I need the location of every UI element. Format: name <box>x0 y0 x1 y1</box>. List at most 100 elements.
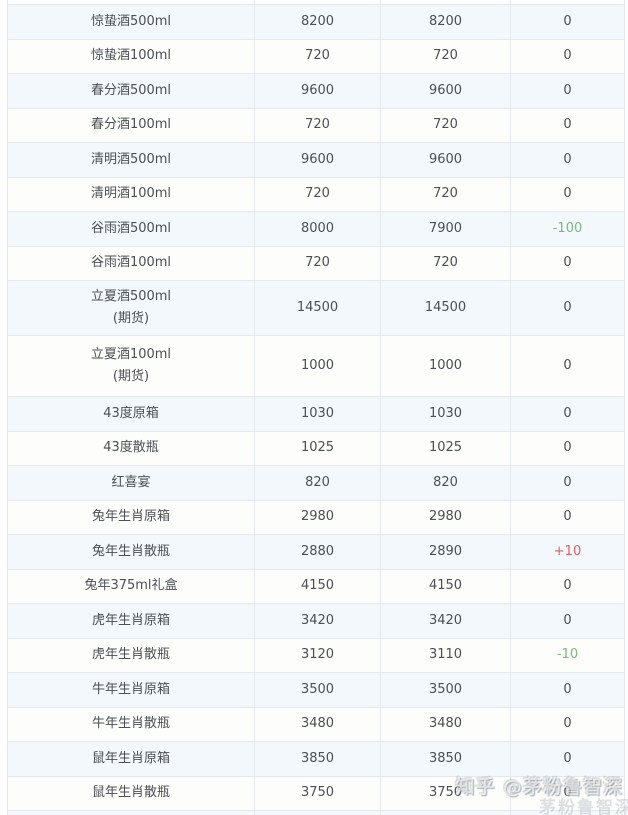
yesterday-price-cell: 2880 <box>255 535 381 569</box>
change-cell: 0 <box>511 569 625 603</box>
product-name-cell: 牛年生肖原箱 <box>8 673 255 707</box>
yesterday-price-cell: 720 <box>255 108 381 142</box>
yesterday-price-cell: 2980 <box>255 500 381 534</box>
change-cell: 0 <box>511 143 625 177</box>
table-row: 谷雨酒500ml 8000 7900 -100 <box>8 212 625 247</box>
partial-cell <box>381 811 511 815</box>
change-cell: 0 <box>511 431 625 465</box>
today-price-cell: 720 <box>381 108 511 142</box>
table-row: 牛年生肖散瓶 3480 3480 0 <box>8 707 625 742</box>
product-name-cell: 春分酒100ml <box>8 108 255 142</box>
change-cell: 0 <box>511 5 625 39</box>
product-name-cell: 惊蛰酒500ml <box>8 5 255 39</box>
partial-cell <box>255 811 381 815</box>
yesterday-price-cell: 9600 <box>255 143 381 177</box>
today-price-cell: 3420 <box>381 604 511 638</box>
change-cell: 0 <box>511 281 625 335</box>
product-name-cell: 兔年375ml礼盒 <box>8 569 255 603</box>
partial-cell <box>8 811 255 815</box>
partial-cell <box>381 0 511 4</box>
yesterday-price-cell: 720 <box>255 39 381 73</box>
change-cell: 0 <box>511 707 625 741</box>
product-name-cell: 惊蛰酒100ml <box>8 39 255 73</box>
table-row: 惊蛰酒500ml 8200 8200 0 <box>8 5 625 40</box>
zhihu-watermark-echo: 茅粉鲁智深 <box>539 798 628 815</box>
table-row: 红喜宴 820 820 0 <box>8 466 625 501</box>
product-name-cell: 清明酒100ml <box>8 177 255 211</box>
today-price-cell: 9600 <box>381 143 511 177</box>
table-row: 43度原箱 1030 1030 0 <box>8 397 625 432</box>
product-name-cell: 牛年生肖散瓶 <box>8 707 255 741</box>
partial-cell <box>255 0 381 4</box>
today-price-cell: 3500 <box>381 673 511 707</box>
change-cell: 0 <box>511 673 625 707</box>
product-name-cell: 清明酒500ml <box>8 143 255 177</box>
partial-cell <box>8 0 255 4</box>
table-row: 清明酒500ml 9600 9600 0 <box>8 143 625 178</box>
product-name-cell: 虎年生肖原箱 <box>8 604 255 638</box>
change-cell: -10 <box>511 638 625 672</box>
table-body: 惊蛰酒500ml 8200 8200 0 惊蛰酒100ml 720 720 0 春分酒500ml… <box>8 5 625 811</box>
today-price-cell: 3850 <box>381 742 511 776</box>
today-price-cell: 3480 <box>381 707 511 741</box>
yesterday-price-cell: 3750 <box>255 776 381 810</box>
table-row: 惊蛰酒100ml 720 720 0 <box>8 39 625 74</box>
table-row: 鼠年生肖原箱 3850 3850 0 <box>8 742 625 777</box>
today-price-cell: 1030 <box>381 397 511 431</box>
table-row: 兔年生肖原箱 2980 2980 0 <box>8 500 625 535</box>
product-name-cell: 兔年生肖散瓶 <box>8 535 255 569</box>
change-cell: 0 <box>511 39 625 73</box>
table-row: 虎年生肖散瓶 3120 3110 -10 <box>8 638 625 673</box>
product-name-cell: 立夏酒100ml (期货) <box>8 336 255 396</box>
product-name-sub: (期货) <box>112 311 150 326</box>
change-cell: 0 <box>511 246 625 280</box>
table-row: 虎年生肖原箱 3420 3420 0 <box>8 604 625 639</box>
table-row: 春分酒500ml 9600 9600 0 <box>8 74 625 109</box>
today-price-cell: 2890 <box>381 535 511 569</box>
today-price-cell: 4150 <box>381 569 511 603</box>
change-cell: 0 <box>511 742 625 776</box>
today-price-cell: 720 <box>381 39 511 73</box>
yesterday-price-cell: 8000 <box>255 212 381 246</box>
change-cell: 0 <box>511 336 625 396</box>
product-name-cell: 鼠年生肖散瓶 <box>8 776 255 810</box>
today-price-cell: 3750 <box>381 776 511 810</box>
product-name-cell: 谷雨酒100ml <box>8 246 255 280</box>
today-price-cell: 8200 <box>381 5 511 39</box>
yesterday-price-cell: 8200 <box>255 5 381 39</box>
change-cell: +10 <box>511 535 625 569</box>
product-name-cell: 43度原箱 <box>8 397 255 431</box>
zhihu-watermark: 知乎 @茅粉鲁智深 <box>455 776 623 798</box>
product-name-cell: 立夏酒500ml (期货) <box>8 281 255 335</box>
change-cell: 0 <box>511 776 625 810</box>
table-row: 春分酒100ml 720 720 0 <box>8 108 625 143</box>
partial-row-bottom <box>8 811 625 815</box>
yesterday-price-cell: 3850 <box>255 742 381 776</box>
table-row: 谷雨酒100ml 720 720 0 <box>8 246 625 281</box>
product-name-cell: 春分酒500ml <box>8 74 255 108</box>
today-price-cell: 14500 <box>381 281 511 335</box>
change-cell: 0 <box>511 108 625 142</box>
today-price-cell: 7900 <box>381 212 511 246</box>
table-row: 43度散瓶 1025 1025 0 <box>8 431 625 466</box>
table-row: 立夏酒100ml (期货) 1000 1000 0 <box>8 336 625 397</box>
product-name-cell: 谷雨酒500ml <box>8 212 255 246</box>
change-cell: 0 <box>511 604 625 638</box>
change-cell: 0 <box>511 397 625 431</box>
product-name-cell: 鼠年生肖原箱 <box>8 742 255 776</box>
yesterday-price-cell: 820 <box>255 466 381 500</box>
price-table: 惊蛰酒500ml 8200 8200 0 惊蛰酒100ml 720 720 0 春分酒500ml… <box>7 0 625 815</box>
product-name-cell: 43度散瓶 <box>8 431 255 465</box>
yesterday-price-cell: 9600 <box>255 74 381 108</box>
today-price-cell: 3110 <box>381 638 511 672</box>
partial-cell <box>511 811 625 815</box>
product-name-cell: 兔年生肖原箱 <box>8 500 255 534</box>
change-cell: 0 <box>511 177 625 211</box>
table-row: 清明酒100ml 720 720 0 <box>8 177 625 212</box>
yesterday-price-cell: 3480 <box>255 707 381 741</box>
yesterday-price-cell: 3120 <box>255 638 381 672</box>
table-row: 鼠年生肖散瓶 3750 3750 0 <box>8 776 625 811</box>
yesterday-price-cell: 1030 <box>255 397 381 431</box>
today-price-cell: 720 <box>381 177 511 211</box>
